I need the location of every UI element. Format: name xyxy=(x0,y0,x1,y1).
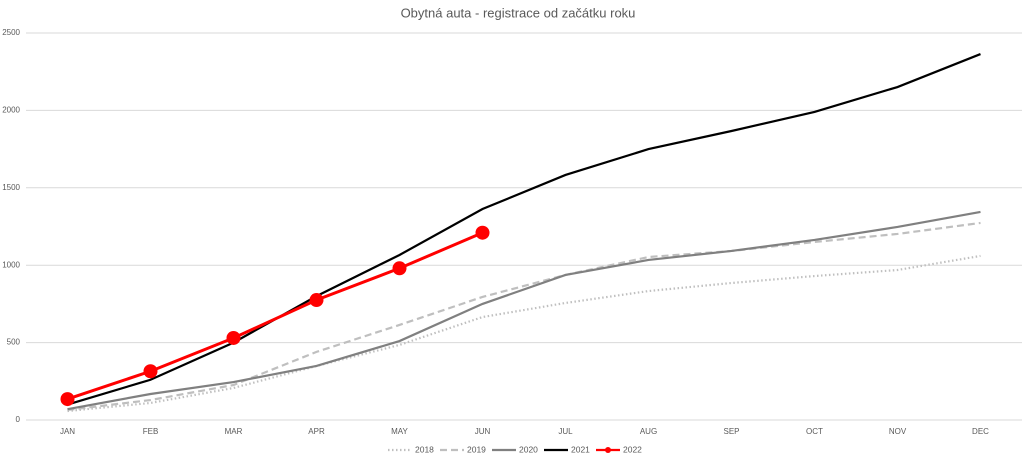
x-tick-label: MAY xyxy=(391,427,408,436)
series-line xyxy=(67,210,981,411)
y-tick-label: 2000 xyxy=(2,106,20,115)
legend-marker xyxy=(605,447,611,453)
x-tick-label: SEP xyxy=(723,427,739,436)
x-tick-label: JAN xyxy=(60,427,75,436)
x-tick-label: NOV xyxy=(889,427,907,436)
chart-title: Obytná auta - registrace od začátku roku xyxy=(401,5,636,20)
x-tick-label: OCT xyxy=(806,427,823,436)
x-tick-label: MAR xyxy=(225,427,243,436)
y-tick-label: 2500 xyxy=(2,28,20,37)
x-tick-label: FEB xyxy=(143,427,159,436)
point xyxy=(475,225,490,240)
point xyxy=(60,392,75,407)
legend-label: 2019 xyxy=(467,444,486,454)
series-line xyxy=(67,254,981,413)
series-line xyxy=(67,53,981,406)
legend-label: 2022 xyxy=(623,444,642,454)
y-tick-label: 0 xyxy=(16,415,21,424)
point xyxy=(226,330,241,345)
point xyxy=(143,364,158,379)
point xyxy=(392,261,407,276)
x-tick-label: DEC xyxy=(972,427,989,436)
series-line xyxy=(67,221,981,412)
legend-label: 2021 xyxy=(571,444,590,454)
legend-label: 2018 xyxy=(415,444,434,454)
x-tick-label: AUG xyxy=(640,427,657,436)
y-tick-label: 1500 xyxy=(2,183,20,192)
x-tick-label: APR xyxy=(308,427,325,436)
x-tick-label: JUL xyxy=(558,427,573,436)
x-tick-label: JUN xyxy=(475,427,491,436)
y-tick-label: 500 xyxy=(7,338,21,347)
legend-label: 2020 xyxy=(519,444,538,454)
series-line xyxy=(67,231,484,401)
y-tick-label: 1000 xyxy=(2,260,20,269)
point xyxy=(309,293,324,308)
